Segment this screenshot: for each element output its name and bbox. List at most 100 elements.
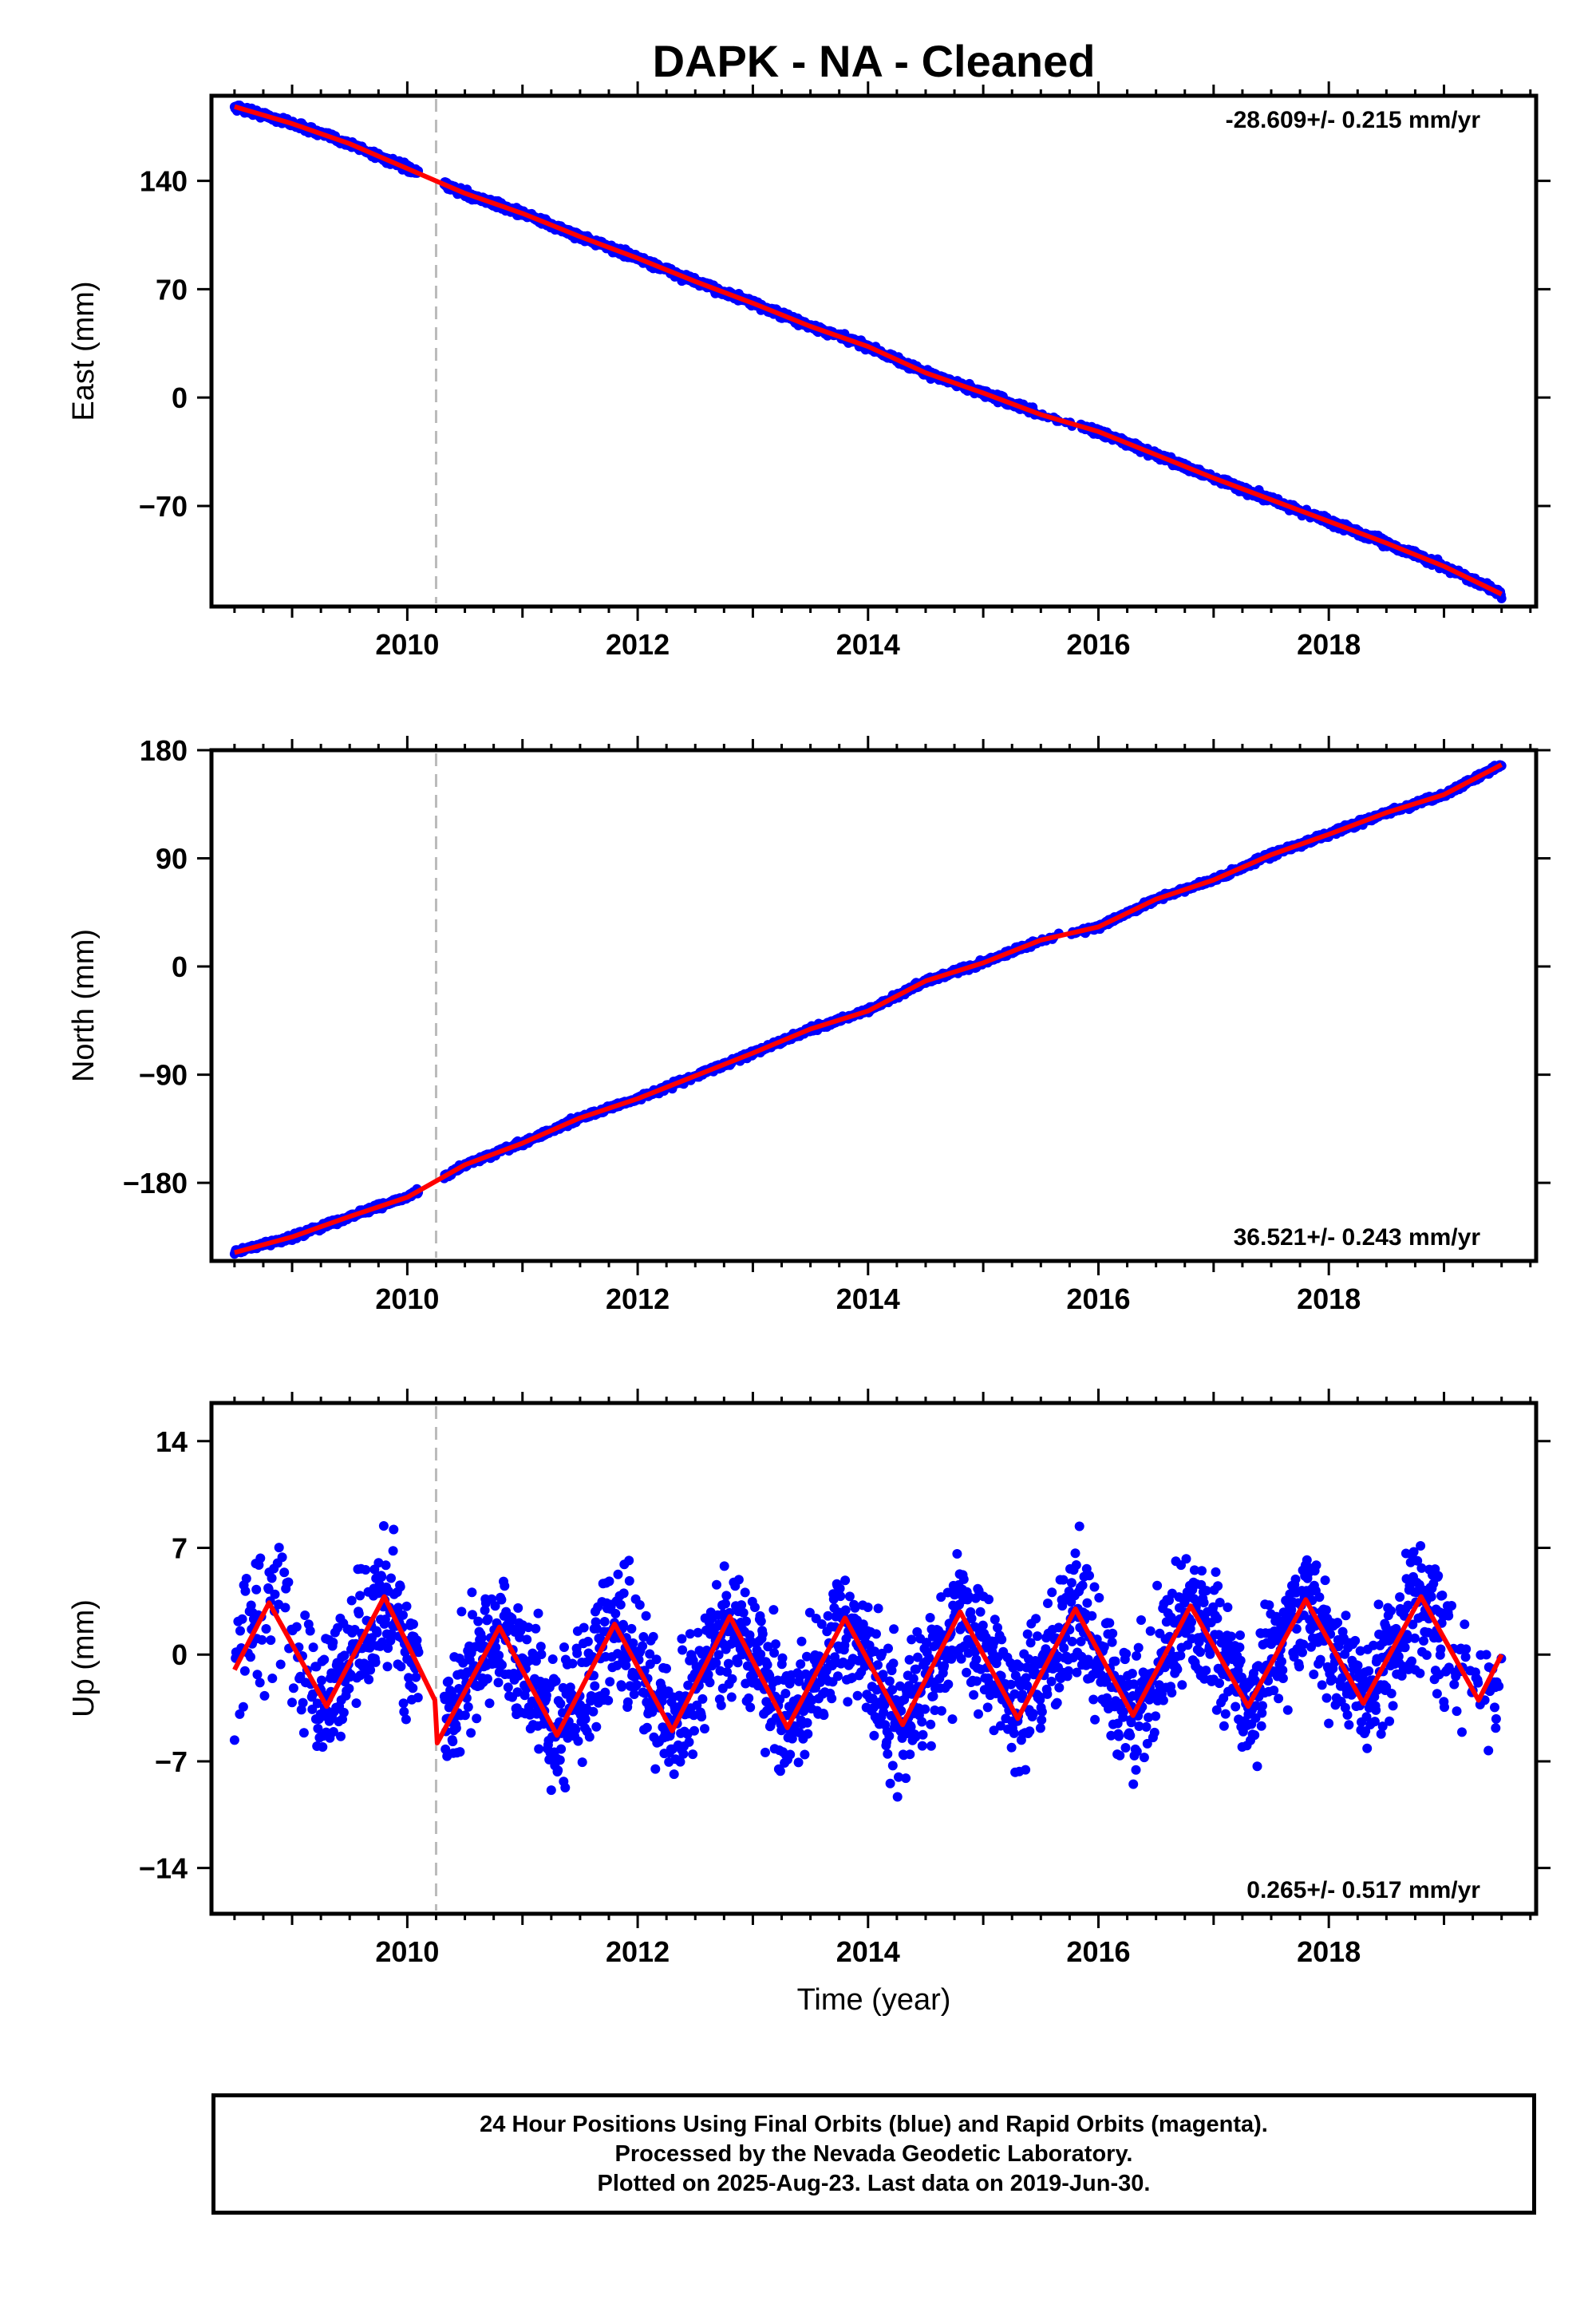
- observation-point: [610, 1608, 621, 1618]
- observation-point: [769, 1648, 780, 1658]
- observation-point: [733, 1575, 744, 1585]
- observation-point: [546, 1785, 556, 1796]
- x-tick-label: 2014: [836, 628, 900, 661]
- observation-point: [688, 1749, 698, 1760]
- observation-point: [693, 1627, 703, 1638]
- x-tick-label: 2014: [836, 1282, 900, 1315]
- observation-point: [553, 1765, 563, 1776]
- observation-point: [287, 1697, 297, 1708]
- observation-point: [740, 1587, 750, 1598]
- observation-point: [750, 1603, 760, 1612]
- observation-point: [604, 1576, 614, 1587]
- observation-point: [744, 1693, 754, 1703]
- observation-point: [756, 1616, 766, 1626]
- observation-point: [255, 1678, 265, 1688]
- observation-point: [638, 1641, 648, 1651]
- observation-point: [650, 1764, 661, 1774]
- observation-point: [354, 1608, 364, 1618]
- x-tick-label: 2010: [375, 1282, 439, 1315]
- observation-point: [648, 1631, 658, 1642]
- observation-point: [573, 1736, 583, 1746]
- observation-point: [451, 1723, 461, 1733]
- observation-point: [705, 1678, 715, 1688]
- observation-point: [484, 1698, 495, 1709]
- observation-point: [760, 1747, 770, 1757]
- observation-point: [241, 1574, 251, 1583]
- observation-point: [328, 1637, 338, 1647]
- observation-point: [697, 1694, 708, 1704]
- observation-point: [261, 1624, 271, 1634]
- observation-point: [503, 1682, 513, 1693]
- y-axis-label: North (mm): [67, 929, 101, 1082]
- observation-point: [662, 1663, 671, 1674]
- observation-point: [500, 1581, 510, 1591]
- observation-point: [777, 1653, 788, 1663]
- observation-point: [697, 1712, 707, 1722]
- observation-point: [336, 1731, 346, 1741]
- observation-point: [580, 1714, 591, 1725]
- observation-point: [571, 1725, 581, 1735]
- observation-point: [338, 1707, 349, 1717]
- observation-point: [288, 1683, 298, 1694]
- observation-point: [370, 1657, 381, 1667]
- observation-point: [727, 1674, 737, 1684]
- observation-point: [382, 1662, 393, 1672]
- observation-point: [757, 1629, 768, 1639]
- observation-point: [641, 1611, 651, 1621]
- observation-point: [497, 1660, 507, 1670]
- observation-point: [355, 1591, 365, 1601]
- observation-point: [771, 1639, 780, 1650]
- observation-point: [579, 1622, 589, 1633]
- rate-label: -28.609+/- 0.215 mm/yr: [1226, 107, 1481, 133]
- y-tick-label: 90: [156, 843, 188, 875]
- observation-point: [513, 1603, 523, 1613]
- x-tick-label: 2012: [606, 1282, 670, 1315]
- observation-point: [551, 1676, 561, 1686]
- observation-point: [257, 1634, 267, 1645]
- observation-point: [239, 1666, 250, 1676]
- observation-point: [483, 1614, 493, 1624]
- observation-point: [298, 1697, 308, 1708]
- y-tick-label: −180: [123, 1167, 188, 1199]
- observation-point: [567, 1658, 578, 1669]
- y-tick-label: 0: [172, 951, 188, 983]
- observation-point: [378, 1521, 389, 1531]
- observation-point: [588, 1706, 598, 1717]
- observation-point: [398, 1698, 409, 1709]
- observation-point: [280, 1603, 290, 1613]
- observation-point: [634, 1600, 645, 1610]
- observation-point: [738, 1607, 749, 1618]
- observation-point: [246, 1652, 255, 1662]
- observation-point: [473, 1616, 484, 1626]
- observation-point: [684, 1737, 694, 1747]
- observation-point: [346, 1595, 357, 1606]
- observation-point: [305, 1626, 315, 1636]
- observation-point: [624, 1575, 634, 1586]
- observation-point: [572, 1648, 583, 1658]
- observation-point: [444, 1676, 454, 1686]
- observation-point: [555, 1698, 566, 1709]
- observation-point: [556, 1744, 567, 1754]
- observation-point: [388, 1546, 398, 1556]
- observation-point: [559, 1642, 569, 1652]
- x-tick-label: 2018: [1297, 628, 1361, 661]
- observation-point: [413, 1693, 423, 1703]
- observation-point: [466, 1728, 476, 1738]
- observation-point: [577, 1757, 587, 1768]
- observation-point: [785, 1749, 796, 1760]
- observation-point: [364, 1674, 374, 1685]
- x-tick-label: 2018: [1297, 1282, 1361, 1315]
- observation-point: [703, 1670, 713, 1680]
- observation-point: [721, 1591, 732, 1601]
- observation-point: [455, 1747, 465, 1757]
- observation-point: [267, 1573, 277, 1583]
- observation-point: [762, 1660, 772, 1670]
- observation-point: [768, 1605, 779, 1615]
- observation-point: [409, 1619, 418, 1630]
- observation-point: [237, 1614, 247, 1624]
- observation-point: [590, 1681, 600, 1691]
- observation-point: [669, 1769, 679, 1780]
- x-tick-label: 2016: [1066, 628, 1130, 661]
- observation-point: [642, 1722, 652, 1733]
- x-tick-label: 2012: [606, 628, 670, 661]
